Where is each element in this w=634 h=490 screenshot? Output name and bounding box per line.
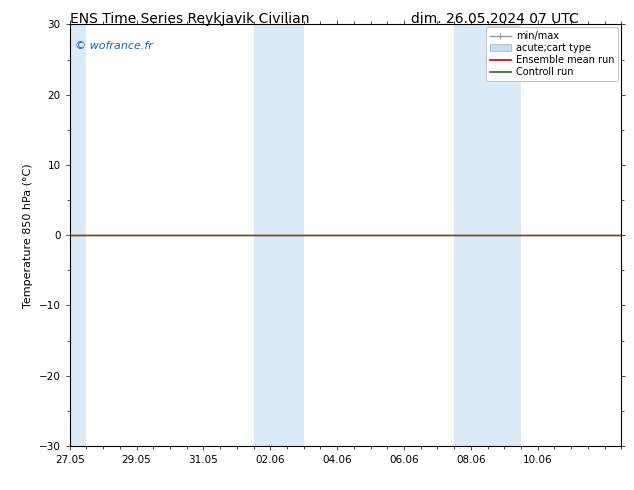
Y-axis label: Temperature 850 hPa (°C): Temperature 850 hPa (°C): [23, 163, 33, 308]
Text: © wofrance.fr: © wofrance.fr: [75, 41, 153, 51]
Bar: [454, 24, 521, 446]
Text: ENS Time Series Reykjavik Civilian: ENS Time Series Reykjavik Civilian: [70, 12, 310, 26]
Bar: [53, 24, 86, 446]
Bar: [254, 24, 304, 446]
Legend: min/max, acute;cart type, Ensemble mean run, Controll run: min/max, acute;cart type, Ensemble mean …: [486, 27, 618, 81]
Text: dim. 26.05.2024 07 UTC: dim. 26.05.2024 07 UTC: [411, 12, 578, 26]
